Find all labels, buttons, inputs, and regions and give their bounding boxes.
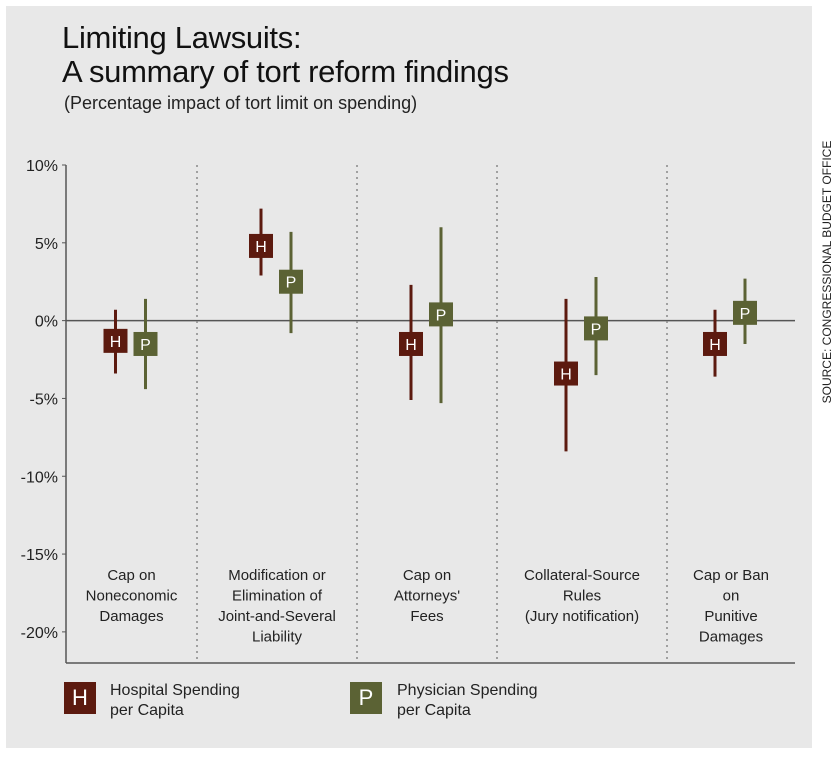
y-tick-label: -15% xyxy=(21,547,58,564)
y-tick-label: 0% xyxy=(35,314,58,331)
category-label: Collateral-Source Rules (Jury notification… xyxy=(524,567,640,625)
point-label-hospital: H xyxy=(709,337,721,354)
chart-subtitle: (Percentage impact of tort limit on spen… xyxy=(64,93,418,113)
point-label-physician: P xyxy=(436,307,447,324)
chart-title: Limiting Lawsuits: xyxy=(62,20,302,55)
category-label: Cap on Attorneys' Fees xyxy=(394,567,460,625)
y-tick-label: 5% xyxy=(35,236,58,253)
legend-physician-label: Physician Spending per Capita xyxy=(397,682,538,719)
point-hospital xyxy=(103,328,128,353)
point-hospital xyxy=(399,331,423,356)
point-physician xyxy=(133,331,158,356)
point-hospital xyxy=(249,233,273,258)
chart-panel xyxy=(6,6,812,748)
source-credit: SOURCE: CONGRESSIONAL BUDGET OFFICE xyxy=(820,140,834,404)
point-physician xyxy=(429,302,453,327)
legend-hospital-swatch: H xyxy=(64,682,96,714)
chart-title-line2: A summary of tort reform findings xyxy=(62,54,509,89)
point-label-physician: P xyxy=(740,306,751,323)
legend-hospital-label: Hospital Spending per Capita xyxy=(110,682,240,719)
point-label-hospital: H xyxy=(110,334,122,351)
category-label: Cap on Noneconomic Damages xyxy=(86,567,178,625)
point-label-hospital: H xyxy=(405,337,417,354)
y-tick-label: -5% xyxy=(30,391,58,408)
category-label: Modification or Elimination of Joint-and-S… xyxy=(218,567,336,646)
point-physician xyxy=(279,269,303,294)
point-label-hospital: H xyxy=(255,239,267,256)
point-hospital xyxy=(703,331,727,356)
point-label-physician: P xyxy=(591,321,602,338)
legend-physician-swatch: P xyxy=(350,682,382,714)
point-label-physician: P xyxy=(140,337,151,354)
y-tick-label: 10% xyxy=(26,158,58,175)
y-tick-label: -20% xyxy=(21,625,58,642)
category-label: Cap or Ban on Punitive Damages xyxy=(693,567,769,646)
y-tick-label: -10% xyxy=(21,469,58,486)
point-physician xyxy=(733,300,757,325)
point-physician xyxy=(584,316,608,341)
point-label-hospital: H xyxy=(560,367,572,384)
point-hospital xyxy=(554,361,578,386)
point-label-physician: P xyxy=(286,275,297,292)
